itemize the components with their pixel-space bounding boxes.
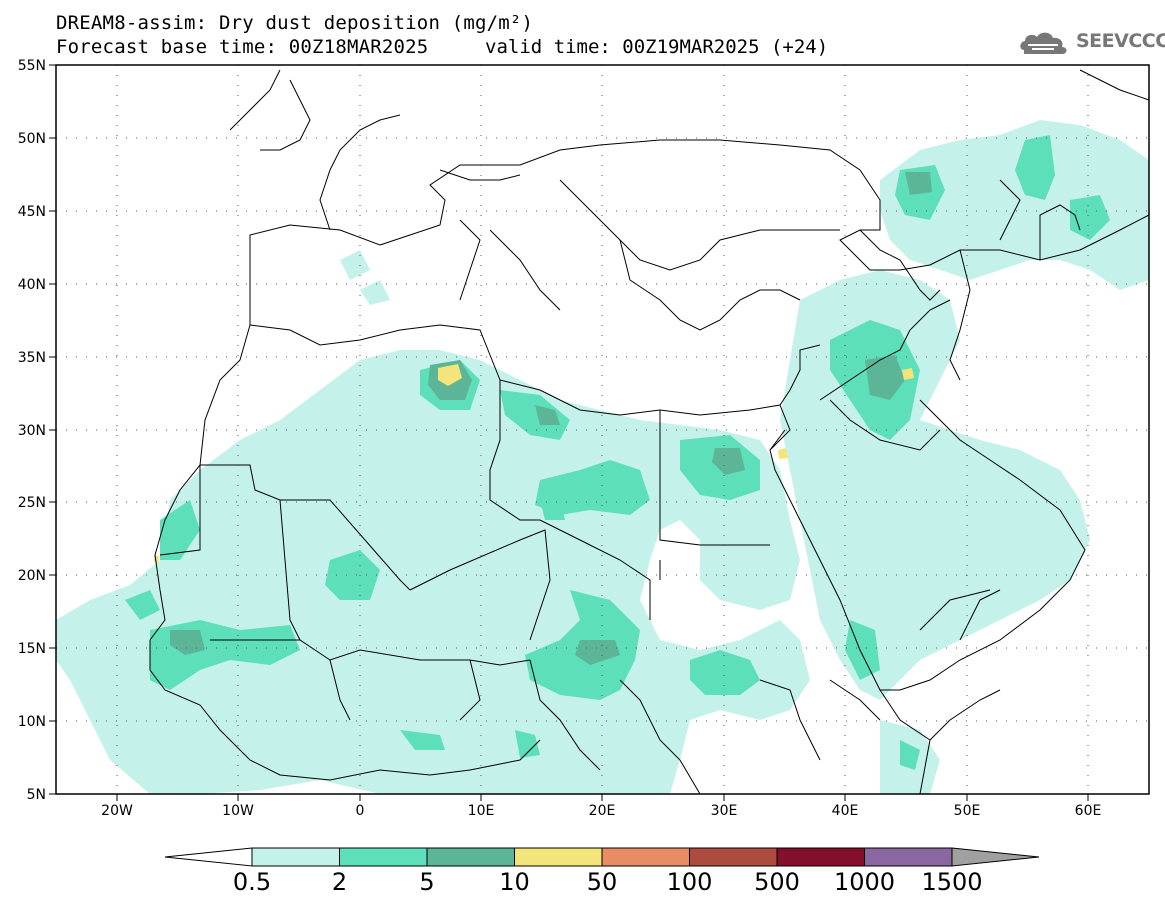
- longitude-labels: 20W 10W 0 10E 20E 30E 40E 50E 60E: [101, 803, 1101, 819]
- forecast-base-time: Forecast base time: 00Z18MAR2025: [56, 36, 429, 58]
- lat-label: 40N: [18, 277, 46, 293]
- colorbar-cell: [426, 847, 515, 867]
- colorbar-cell: [776, 847, 865, 867]
- lat-label: 25N: [18, 495, 46, 511]
- dotted-grid: [56, 65, 1149, 794]
- colorbar-label: 500: [754, 868, 800, 896]
- lat-label: 20N: [18, 568, 46, 584]
- lat-label: 55N: [18, 58, 46, 74]
- lon-label: 50E: [954, 803, 981, 819]
- colorbar-over-arrow: [951, 847, 1040, 867]
- cloud-logo-icon: [1020, 32, 1067, 54]
- axis-ticks: [49, 64, 1089, 801]
- colorbar-label: 5: [419, 868, 435, 896]
- lat-label: 45N: [18, 204, 46, 220]
- chart-title: DREAM8-assim: Dry dust deposition (mg/m²…: [56, 12, 534, 34]
- lon-label: 20E: [589, 803, 616, 819]
- colorbar-cell: [864, 847, 953, 867]
- colorbar-label: 50: [586, 868, 618, 896]
- colorbar-cell: [514, 847, 603, 867]
- lon-label: 10E: [468, 803, 495, 819]
- logo-text: SEEVCCC: [1076, 30, 1165, 52]
- lat-label: 50N: [18, 131, 46, 147]
- colorbar-label: 2: [331, 868, 348, 896]
- deposition-level-10: [154, 364, 914, 563]
- colorbar-cell: [339, 847, 428, 867]
- lon-label: 40E: [832, 803, 859, 819]
- lon-label: 20W: [101, 803, 133, 819]
- colorbar-label: 0.5: [232, 868, 272, 896]
- lat-label: 5N: [27, 787, 46, 803]
- lon-label: 30E: [711, 803, 738, 819]
- latitude-labels: 55N 50N 45N 40N 35N 30N 25N 20N 15N 10N …: [18, 58, 46, 803]
- lat-label: 30N: [18, 423, 46, 439]
- colorbar-cell: [601, 847, 690, 867]
- colorbar-cell: [689, 847, 778, 867]
- lat-label: 35N: [18, 350, 46, 366]
- colorbar-under-arrow: [164, 847, 253, 867]
- colorbar-label: 100: [666, 868, 713, 896]
- colorbar-label: 10: [499, 868, 530, 896]
- valid-time: valid time: 00Z19MAR2025 (+24): [485, 36, 829, 58]
- colorbar-label: 1000: [833, 868, 896, 896]
- coastlines-borders: [149, 69, 1149, 794]
- lat-label: 10N: [18, 714, 46, 730]
- lon-label: 10W: [222, 803, 254, 819]
- seevccc-logo: SEEVCCC: [1018, 28, 1165, 54]
- lon-label: 0: [356, 803, 365, 819]
- colorbar-cell: [251, 847, 340, 867]
- dust-deposition-field: [56, 120, 1149, 794]
- colorbar-label: 1500: [921, 868, 983, 896]
- lon-label: 60E: [1075, 803, 1102, 819]
- colorbar: [164, 847, 1040, 867]
- lat-label: 15N: [18, 641, 46, 657]
